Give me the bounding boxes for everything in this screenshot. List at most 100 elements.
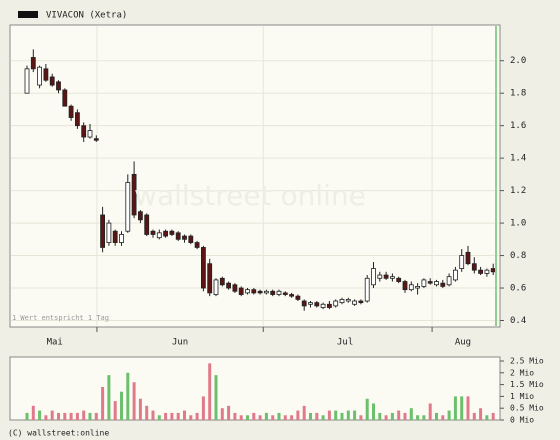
volume-bar [88,412,92,420]
candle-body [364,277,370,302]
candle-body [207,263,213,294]
volume-bar [441,415,445,420]
y-tick-label: 0.6 [510,284,526,294]
x-tick-label: Mai [47,338,63,348]
candle-body [301,300,307,307]
candle-body [56,81,61,91]
candle-body [276,290,282,295]
candle-body [226,282,232,289]
candle-body [137,211,143,221]
volume-bar [327,410,331,420]
volume-bar [258,415,262,420]
volume-bar [290,415,294,420]
volume-tick-label: 0 Mio [510,416,534,425]
candle-body [93,138,99,141]
legend-swatch [18,11,38,18]
candle-body [371,268,376,286]
y-tick-label: 2.0 [510,56,526,66]
candle-body [465,251,471,265]
volume-bar [151,410,155,420]
volume-bar [321,415,325,420]
volume-bar [252,412,256,420]
volume-bar [334,410,338,420]
volume-bar [183,410,186,420]
volume-bar [208,363,212,420]
volume-bar [38,410,42,420]
volume-bar [138,398,142,420]
candle-body [333,300,339,307]
volume-bar [195,412,199,420]
candle-body [295,295,301,300]
volume-bar [472,412,476,420]
candle-body [49,76,55,86]
volume-bar [189,415,193,420]
candle-body [345,298,351,302]
candle-body [30,57,36,70]
volume-bar [390,412,394,420]
volume-bar [176,412,180,420]
y-tick-label: 1.8 [510,89,526,99]
candle-body [383,274,389,279]
candle-body [43,68,49,81]
volume-bar [120,391,123,420]
candle-body [150,230,156,235]
candle-body [232,284,238,292]
candle-body [156,232,162,239]
volume-bar [403,412,407,420]
candle-body [408,284,414,291]
y-tick-label: 1.2 [510,186,526,196]
volume-bar [101,386,105,420]
volume-bar [126,372,130,420]
volume-bar [372,403,375,420]
volume-bar [239,415,243,420]
candle-body [270,290,276,295]
volume-tick-label: 2.5 Mio [510,357,544,366]
volume-bar [359,415,363,420]
candle-body [245,289,250,294]
volume-bar [57,412,60,420]
candle-body [119,234,124,243]
volume-bar [466,396,470,420]
copyright: (C) wallstreet:online [8,429,109,438]
watermark: wallstreet online [134,179,366,212]
candle-body [144,214,150,235]
candle-body [471,263,477,271]
x-tick-label: Aug [455,338,471,348]
candle-body [396,277,402,282]
volume-bar [485,415,489,420]
candle-body [308,302,313,305]
chart-title: VIVACON (Xetra) [46,11,127,21]
candle-body [282,292,288,295]
volume-bar [365,398,369,420]
volume-bar [447,410,451,420]
candle-body [402,281,408,291]
volume-bar [491,412,495,420]
candle-body [257,290,263,294]
volume-bar [397,410,401,420]
volume-bar [94,412,98,420]
candle-body [478,269,484,274]
candle-body [389,276,395,279]
volume-bar [246,415,249,420]
candle-body [62,89,68,107]
volume-bar [69,412,73,420]
candle-body [314,302,320,307]
volume-bar [113,401,117,420]
volume-bar [31,405,35,420]
candle-body [163,230,169,237]
volume-bar [63,412,67,420]
candle-body [100,214,105,248]
candle-body [339,298,345,304]
note: 1 Wert entspricht 1 Tag [12,314,109,322]
volume-bar [346,410,350,420]
volume-bar [220,408,224,420]
candle-body [213,279,219,295]
volume-bar [164,412,168,420]
volume-bar [157,415,161,420]
candle-body [169,230,175,235]
volume-bar [44,415,48,420]
volume-bar [264,412,268,420]
candle-body [352,300,358,305]
candle-body [182,235,187,240]
volume-bar [302,405,306,420]
